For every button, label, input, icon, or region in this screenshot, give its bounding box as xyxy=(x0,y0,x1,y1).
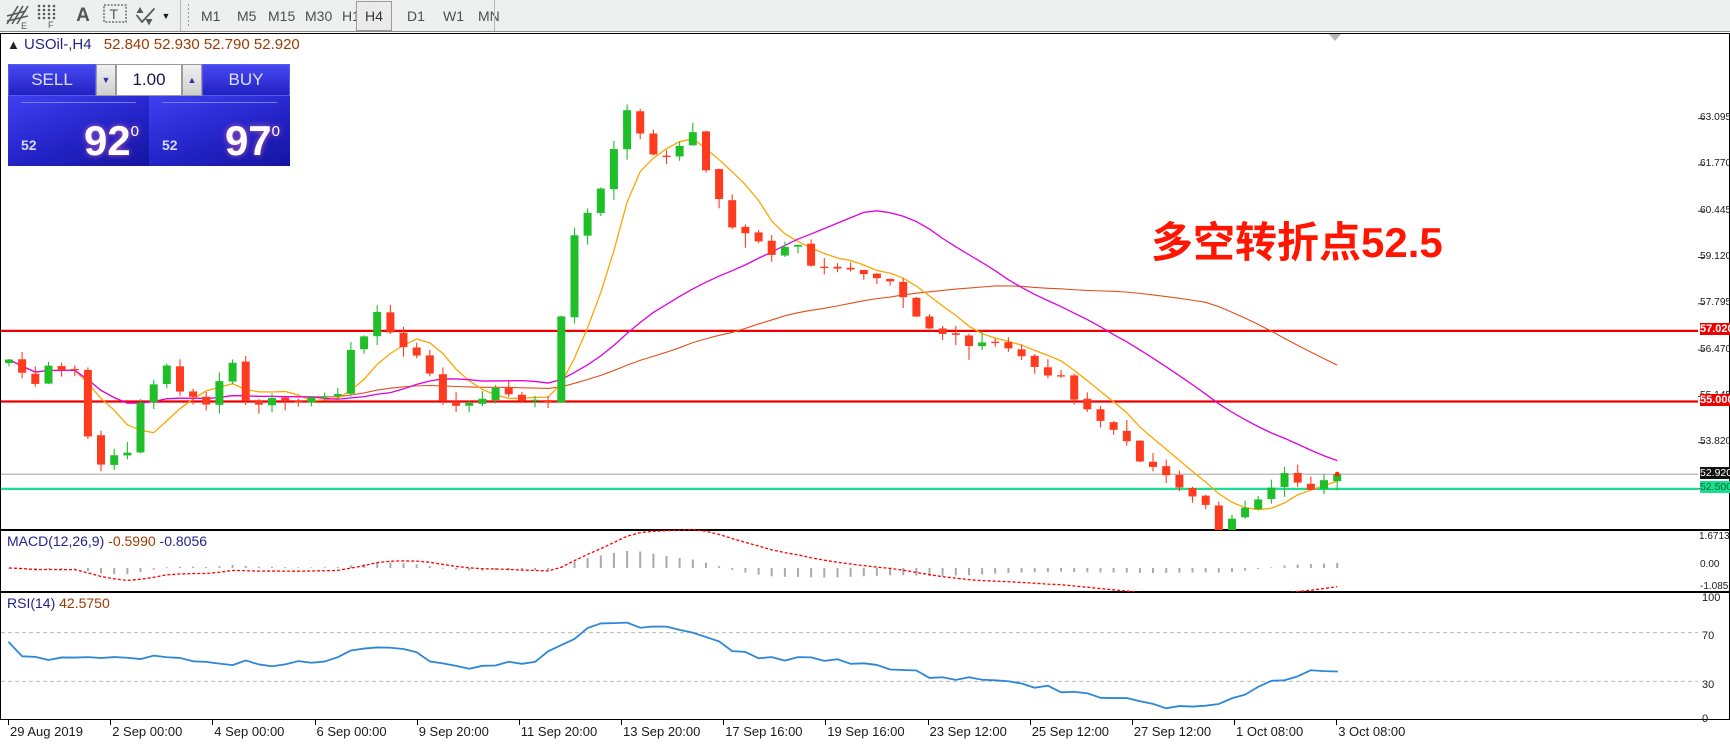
svg-text:F: F xyxy=(48,20,54,30)
svg-text:E: E xyxy=(21,21,27,30)
svg-text:T: T xyxy=(110,6,119,22)
